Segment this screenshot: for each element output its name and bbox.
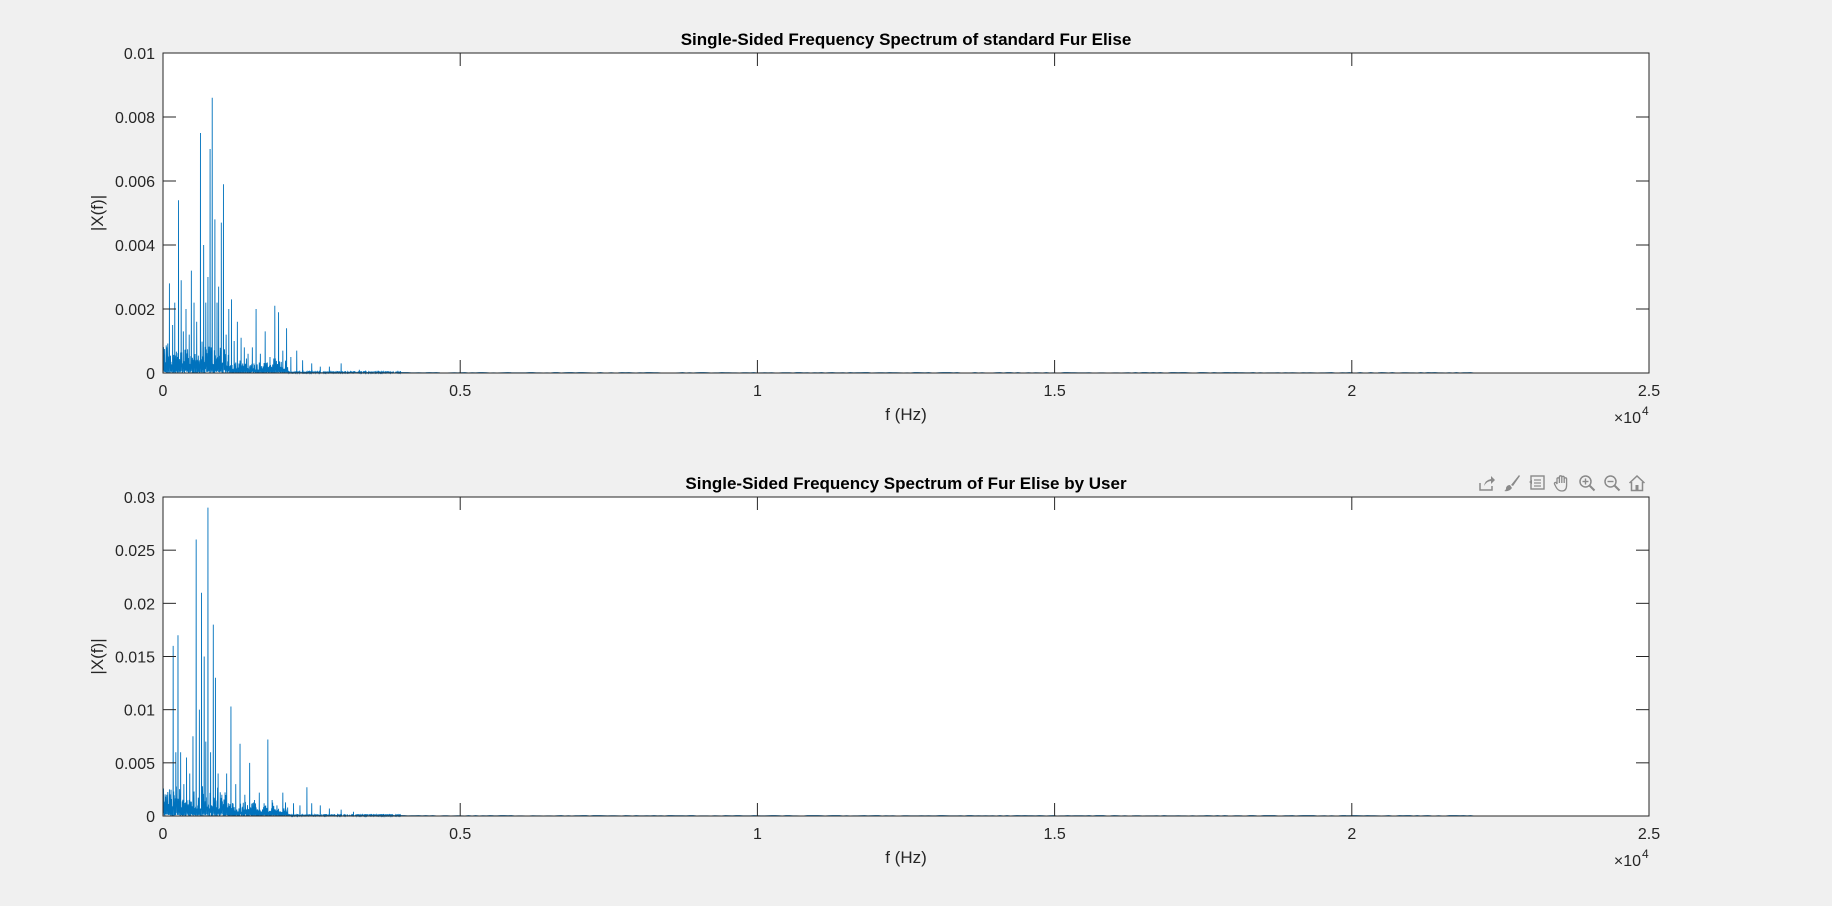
export-button[interactable] [1476, 472, 1497, 494]
y-axis-label: |X(f)| [88, 638, 107, 674]
chart-title: Single-Sided Frequency Spectrum of Fur E… [685, 474, 1127, 493]
x-exponent-power: 4 [1642, 404, 1649, 418]
brush-icon [1503, 475, 1520, 492]
datatip-button[interactable] [1526, 472, 1547, 494]
pan-button[interactable] [1551, 472, 1572, 494]
zoom-in-button[interactable] [1576, 472, 1597, 494]
home-icon [1628, 474, 1645, 492]
plot-area [163, 53, 1649, 373]
x-tick-label: 0.5 [449, 826, 471, 843]
axes-box [162, 52, 1650, 374]
y-tick-label: 0.01 [124, 46, 155, 63]
y-tick-label: 0.008 [115, 110, 155, 127]
zoom-out-button[interactable] [1601, 472, 1622, 494]
x-tick-label: 2 [1347, 826, 1356, 843]
x-tick-label: 1 [753, 826, 762, 843]
zoom-out-icon [1603, 475, 1620, 492]
y-tick-label: 0.01 [124, 703, 155, 720]
y-axis-label: |X(f)| [88, 195, 107, 231]
y-tick-label: 0 [146, 809, 155, 826]
home-button[interactable] [1626, 472, 1647, 494]
x-exponent-power: 4 [1642, 847, 1649, 861]
x-tick-label: 1.5 [1043, 826, 1065, 843]
y-tick-label: 0.02 [124, 596, 155, 613]
axes-top[interactable]: 0 0.5 1 1.5 2 2.5 0 0.002 0.004 0.006 0.008 0.01 Sin… [88, 30, 1660, 427]
y-tick-label: 0.005 [115, 756, 155, 773]
x-exponent-label: ×10 [1614, 853, 1641, 870]
y-tick-label: 0.015 [115, 650, 155, 667]
y-tick-label: 0.006 [115, 174, 155, 191]
y-tick-label: 0.025 [115, 543, 155, 560]
plot-area [163, 497, 1649, 816]
x-tick-label: 2.5 [1638, 826, 1660, 843]
x-tick-label: 0 [159, 383, 168, 400]
x-tick-label: 1 [753, 383, 762, 400]
x-tick-label: 0 [159, 826, 168, 843]
brush-button[interactable] [1501, 472, 1522, 494]
y-tick-label: 0.004 [115, 238, 155, 255]
y-tick-label: 0 [146, 366, 155, 383]
x-tick-label: 2.5 [1638, 383, 1660, 400]
y-tick-label: 0.002 [115, 302, 155, 319]
y-tick-label: 0.03 [124, 490, 155, 507]
datatip-icon [1528, 475, 1545, 490]
x-axis-label: f (Hz) [885, 405, 927, 424]
x-tick-label: 1.5 [1043, 383, 1065, 400]
x-tick-label: 0.5 [449, 383, 471, 400]
x-tick-label: 2 [1347, 383, 1356, 400]
axes-toolbar [1476, 470, 1647, 496]
x-axis-label: f (Hz) [885, 848, 927, 867]
axes-bottom[interactable]: 0 0.5 1 1.5 2 2.5 0 0.005 0.01 0.015 0.02 0.025 0.03… [88, 474, 1660, 870]
chart-title: Single-Sided Frequency Spectrum of stand… [681, 30, 1132, 49]
x-exponent-label: ×10 [1614, 410, 1641, 427]
zoom-in-icon [1578, 475, 1595, 492]
pan-icon [1553, 475, 1567, 492]
export-icon [1478, 476, 1495, 491]
